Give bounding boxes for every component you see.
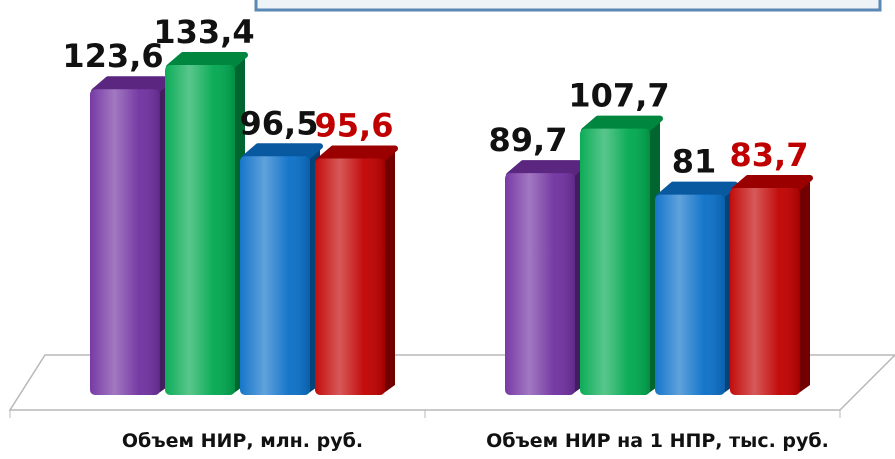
value-label: 123,6	[62, 37, 163, 75]
bar-shine	[580, 128, 650, 395]
bar-shine	[505, 173, 575, 395]
value-label: 107,7	[568, 77, 669, 115]
bar-shine	[240, 156, 310, 395]
value-label: 89,7	[489, 121, 568, 159]
value-label: 133,4	[153, 13, 254, 51]
value-label: 95,6	[315, 107, 394, 145]
value-label: 81	[672, 143, 717, 181]
bar-shine	[165, 65, 235, 395]
bar-shine	[315, 158, 385, 395]
x-tick-label: Объем НИР на 1 НПР, тыс. руб.	[486, 430, 829, 452]
bar-shine	[730, 187, 800, 395]
chart-floor	[8, 354, 895, 411]
header-frame	[254, 0, 882, 12]
value-label: 96,5	[240, 104, 319, 142]
bar-shine	[90, 89, 160, 395]
x-tick-label: Объем НИР, млн. руб.	[122, 430, 363, 452]
bar-shine	[655, 194, 725, 395]
value-label: 83,7	[730, 136, 809, 174]
